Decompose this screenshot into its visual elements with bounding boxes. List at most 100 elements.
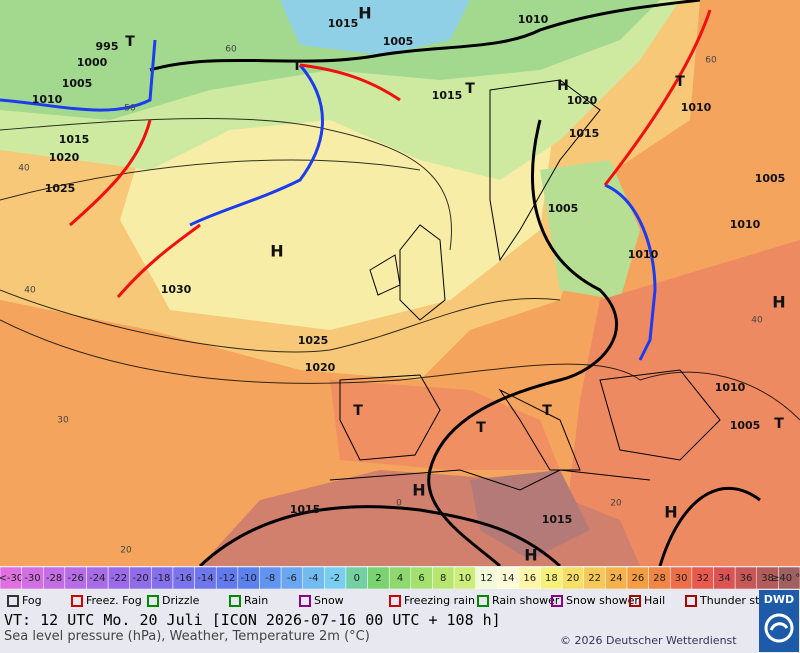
legend-label: Rain [244, 594, 268, 607]
valid-time: VT: 12 UTC Mo. 20 Juli [ICON 2026-07-16 … [4, 611, 501, 629]
legend-label: Freezing rain [404, 594, 475, 607]
scale-label: -24 [89, 573, 105, 584]
scale-label: 6 [418, 573, 424, 584]
cold-front [189, 64, 324, 227]
copyright: © 2026 Deutscher Wetterdienst [560, 634, 737, 647]
temperature-field [560, 240, 800, 566]
isotherm-label: 40 [18, 164, 30, 174]
pressure-label: 1005 [755, 172, 786, 185]
legend-icon [389, 595, 401, 607]
scale-label: 18 [545, 573, 558, 584]
scale-label: 12 [480, 573, 493, 584]
legend-icon [71, 595, 83, 607]
pressure-label: T [465, 81, 475, 97]
isobars-bold [149, 0, 761, 566]
temperature-field [470, 470, 590, 560]
legend-icon [299, 595, 311, 607]
scale-label: -22 [111, 573, 127, 584]
scale-label: -8 [265, 573, 275, 584]
scale-label: 24 [610, 573, 623, 584]
pressure-label: 1010 [730, 218, 761, 231]
pressure-label: H [772, 293, 785, 312]
isotherm-label: 30 [57, 416, 69, 426]
legend-icon [7, 595, 19, 607]
legend-label: Thunder storm [699, 594, 760, 607]
warm-front [116, 223, 201, 298]
pressure-label: H [557, 78, 569, 94]
pressure-label: 1015 [59, 133, 90, 146]
scale-label: 30 [675, 573, 688, 584]
scale-label: -20 [132, 573, 148, 584]
pressure-label: 1015 [290, 503, 321, 516]
scale-label: 36 [740, 573, 753, 584]
isotherm-label: 20 [120, 546, 132, 556]
dwd-logo: DWD [759, 590, 799, 652]
legend-icon [229, 595, 241, 607]
pressure-label: T [476, 420, 486, 436]
pressure-label: H [664, 503, 677, 522]
pressure-label: 1005 [730, 419, 761, 432]
pressure-label: T [542, 403, 552, 419]
pressure-label: T [675, 74, 685, 90]
pressure-label: 1005 [62, 77, 93, 90]
scale-label: -12 [219, 573, 235, 584]
cold-front [604, 183, 657, 361]
scale-label: -30 [24, 573, 40, 584]
pressure-label: 1005 [383, 35, 414, 48]
scale-label: 16 [523, 573, 536, 584]
isotherm-label: 0 [396, 499, 402, 509]
isotherm-label: 40 [751, 316, 763, 326]
scale-label: 34 [718, 573, 731, 584]
scale-label: 28 [653, 573, 666, 584]
pressure-label: 1010 [715, 381, 746, 394]
warm-front [299, 63, 401, 102]
scale-label: -18 [154, 573, 170, 584]
scale-label: 10 [458, 573, 471, 584]
legend-icon [147, 595, 159, 607]
isotherm-label: 50 [124, 104, 136, 114]
pressure-label: H [524, 546, 537, 565]
pressure-label: T [774, 416, 784, 432]
pressure-label: 1020 [567, 94, 598, 107]
legend-label: Hail [644, 594, 665, 607]
scale-label: -2 [330, 573, 340, 584]
scale-label: -16 [176, 573, 192, 584]
scale-label: -26 [68, 573, 84, 584]
cold-front [0, 39, 157, 112]
scale-label: -10 [240, 573, 256, 584]
scale-label: 32 [696, 573, 709, 584]
legend-icon [477, 595, 489, 607]
pressure-label: 1020 [305, 361, 336, 374]
pressure-label: 1015 [569, 127, 600, 140]
warm-front [603, 9, 712, 186]
temperature-field [330, 380, 560, 470]
scale-label: ≥40 °C [771, 573, 800, 584]
legend-label: Snow shower [566, 594, 639, 607]
pressure-label: 1030 [161, 283, 192, 296]
pressure-label: 1010 [681, 101, 712, 114]
scale-label: 2 [375, 573, 381, 584]
temperature-field [280, 0, 470, 55]
scale-label: 20 [567, 573, 580, 584]
scale-label: 38 [761, 573, 774, 584]
isotherm-label: 60 [225, 45, 237, 55]
scale-label: 26 [631, 573, 644, 584]
pressure-label: T [353, 403, 363, 419]
isotherm-label: 40 [24, 286, 36, 296]
scale-label: 4 [397, 573, 403, 584]
pressure-label: 1000 [77, 56, 108, 69]
scale-label: -28 [46, 573, 62, 584]
coastlines [329, 79, 721, 491]
pressure-label: 1015 [432, 89, 463, 102]
logo-text: DWD [764, 593, 794, 606]
scale-label: 8 [440, 573, 446, 584]
pressure-label: T [292, 58, 302, 74]
pressure-label: H [358, 4, 371, 23]
scale-label: 0 [354, 573, 360, 584]
pressure-label: 1025 [298, 334, 329, 347]
pressure-label: 1010 [628, 248, 659, 261]
pressure-label: T [125, 34, 135, 50]
legend-icon [551, 595, 563, 607]
